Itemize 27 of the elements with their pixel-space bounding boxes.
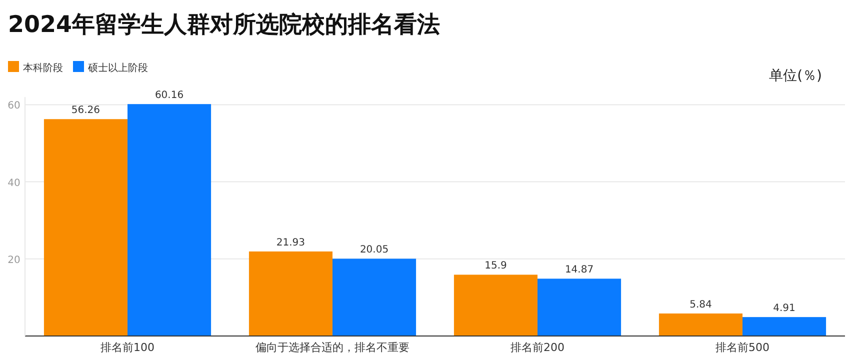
bar — [742, 317, 826, 336]
data-label: 4.91 — [773, 303, 796, 314]
bar — [538, 278, 622, 336]
bar — [44, 119, 128, 336]
text: 单位(％) — [769, 68, 822, 84]
bar — [128, 104, 212, 336]
y-tick-label: 20 — [8, 254, 20, 266]
x-tick-label: 偏向于选择合适的，排名不重要 — [256, 341, 410, 354]
data-label: 5.84 — [690, 299, 712, 310]
chart-title: 2024年留学生人群对所选院校的排名看法 — [8, 12, 440, 38]
x-tick-label: 排名前200 — [510, 341, 564, 354]
legend-label: 硕士以上阶段 — [87, 62, 148, 74]
data-label: 60.16 — [154, 90, 184, 102]
data-label: 21.93 — [276, 237, 306, 248]
y-tick-label: 60 — [8, 100, 20, 112]
x-tick-label: 排名前500 — [716, 341, 770, 354]
bar — [332, 258, 416, 336]
bar — [248, 251, 332, 336]
y-tick-label: 40 — [8, 178, 20, 189]
data-label: 15.9 — [484, 260, 507, 272]
data-label: 56.26 — [71, 105, 100, 116]
bar — [658, 313, 742, 336]
data-label: 20.05 — [360, 244, 389, 256]
legend-label: 本科阶段 — [23, 62, 63, 74]
bar — [454, 274, 538, 336]
x-tick-label: 排名前100 — [100, 341, 154, 354]
data-label: 14.87 — [564, 264, 594, 276]
